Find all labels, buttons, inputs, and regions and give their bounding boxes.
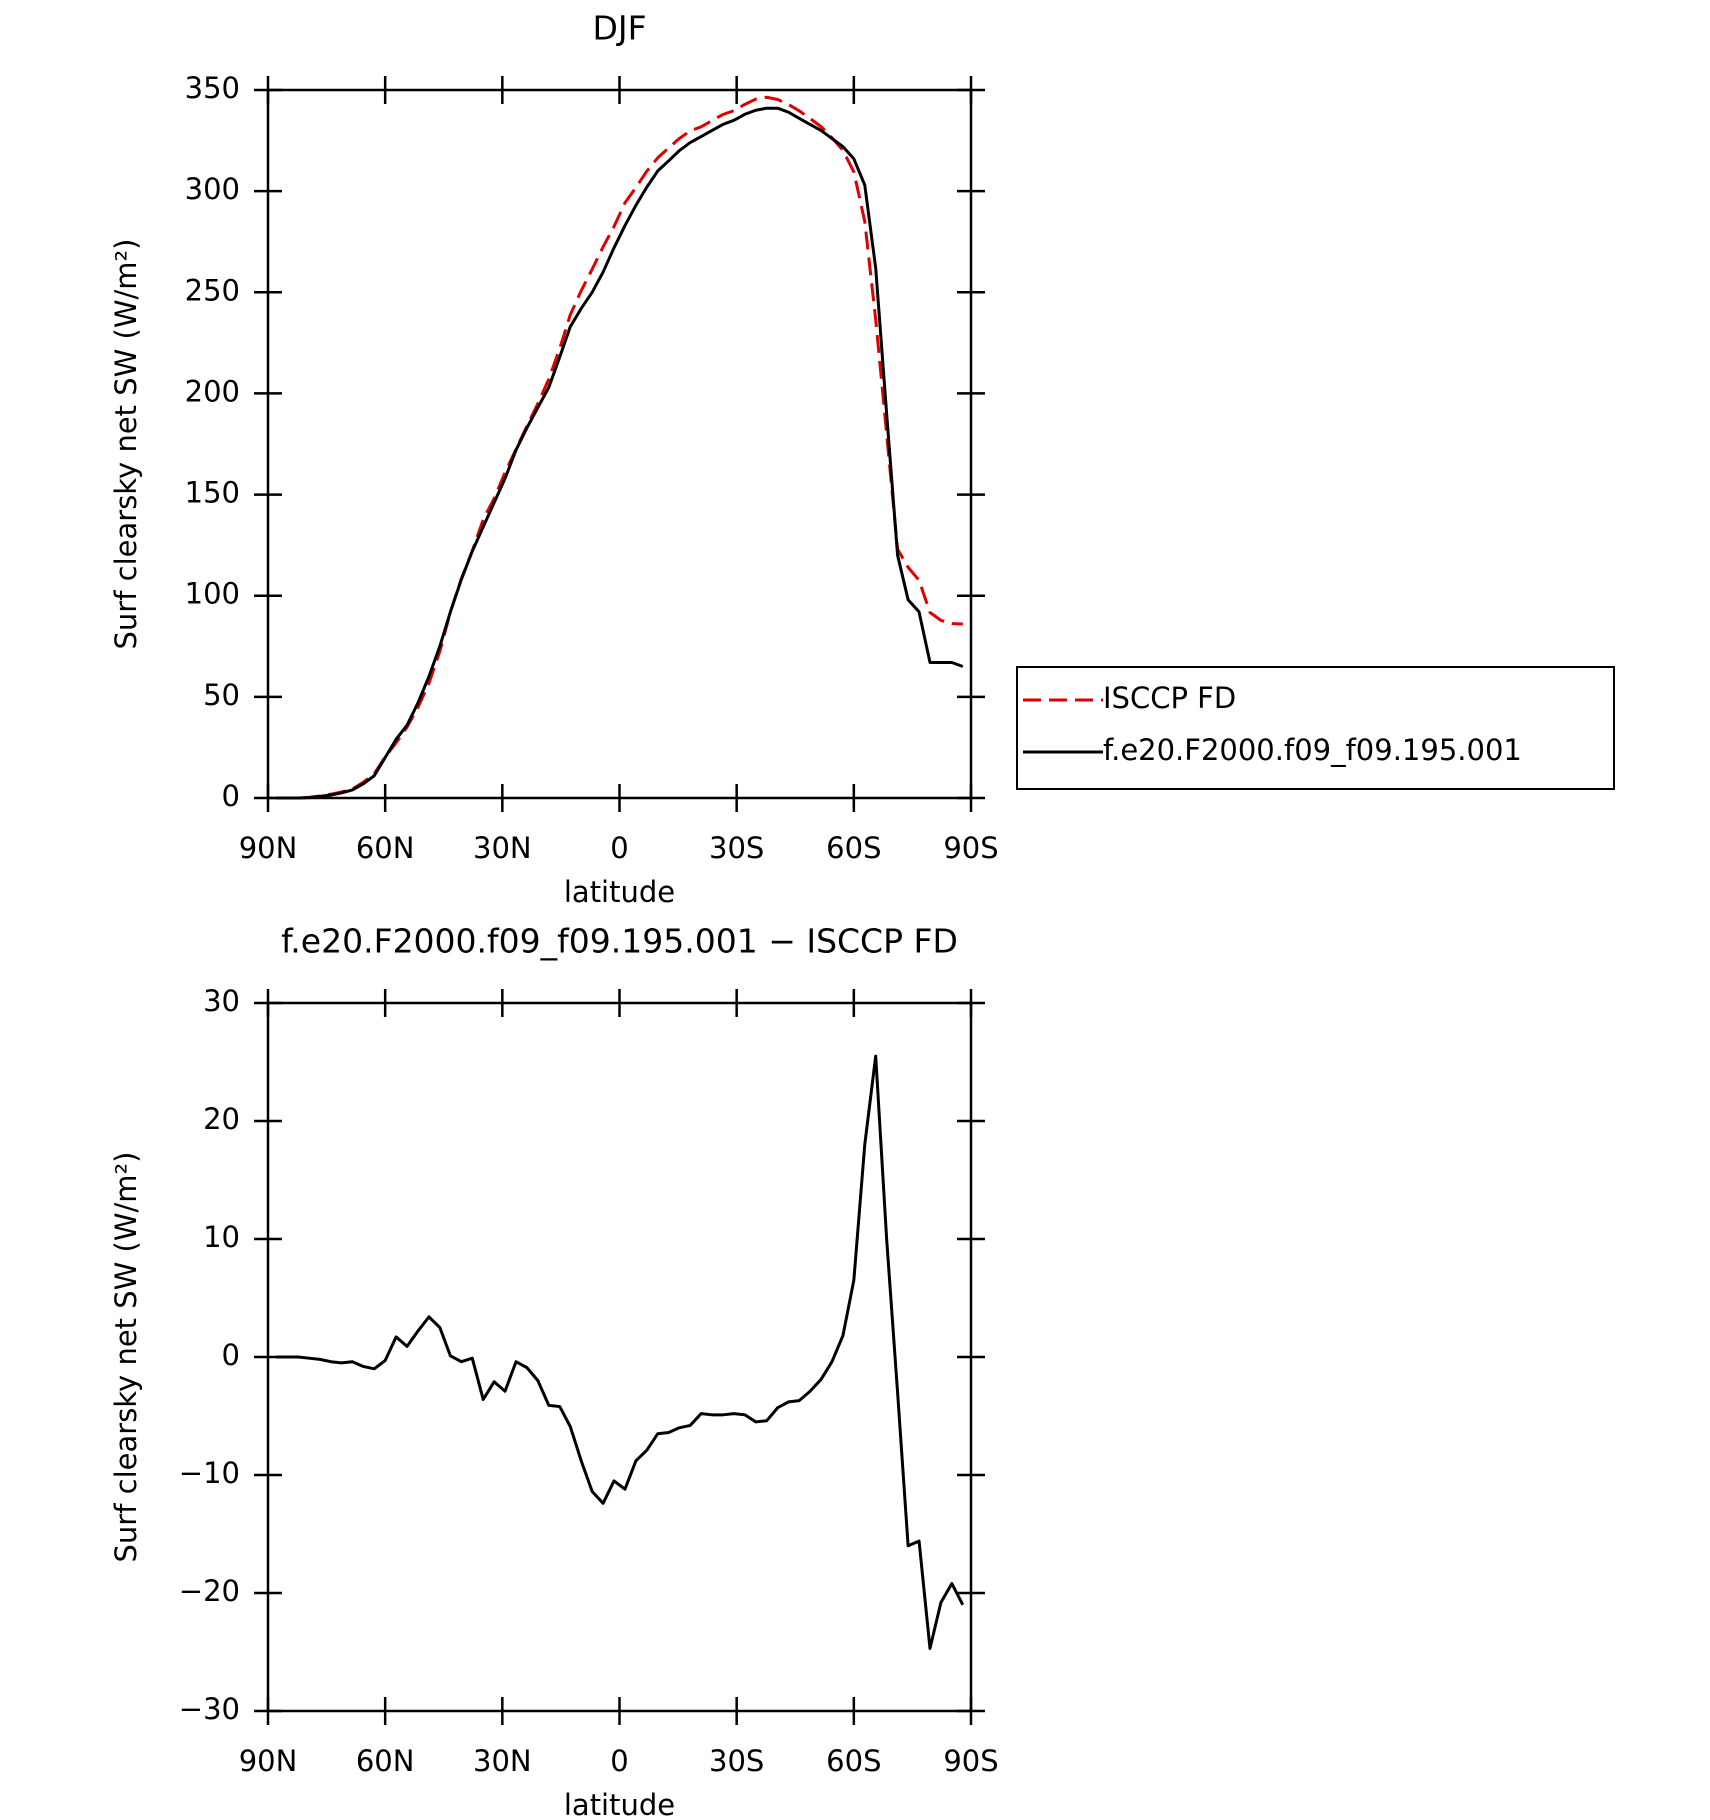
y-tick-label: 50 — [203, 678, 240, 712]
legend-label: ISCCP FD — [1103, 681, 1236, 715]
data-line — [276, 95, 963, 800]
x-tick-label: 0 — [610, 831, 628, 865]
y-tick-label: 10 — [203, 1220, 240, 1254]
x-tick-label: 90S — [943, 1744, 998, 1778]
x-tick-label: 60N — [356, 1744, 415, 1778]
data-line — [276, 106, 964, 800]
y-tick-label: 300 — [185, 172, 240, 206]
x-tick-label: 60S — [826, 1744, 881, 1778]
y-tick-label: −20 — [179, 1574, 240, 1608]
y-tick-label: 150 — [185, 476, 240, 510]
x-tick-label: 90N — [239, 1744, 298, 1778]
x-tick-label: 90S — [943, 831, 998, 865]
legend-box — [1016, 666, 1615, 790]
y-axis-label: Surf clearsky net SW (W/m²) — [109, 1152, 143, 1563]
x-tick-label: 60N — [356, 831, 415, 865]
x-tick-label: 30N — [473, 831, 532, 865]
data-line — [276, 1054, 965, 1650]
x-tick-label: 30S — [709, 1744, 764, 1778]
y-tick-label: 0 — [222, 779, 240, 813]
y-tick-label: 30 — [203, 984, 240, 1018]
y-tick-label: 350 — [185, 71, 240, 105]
legend-label: f.e20.F2000.f09_f09.195.001 — [1103, 733, 1522, 767]
chart-title: f.e20.F2000.f09_f09.195.001 − ISCCP FD — [281, 922, 958, 961]
x-axis-label: latitude — [564, 1788, 675, 1816]
y-tick-label: 200 — [185, 374, 240, 408]
x-tick-label: 90N — [239, 831, 298, 865]
y-tick-label: −30 — [179, 1692, 240, 1726]
plot-frame — [266, 88, 973, 800]
x-tick-label: 30S — [709, 831, 764, 865]
x-tick-label: 60S — [826, 831, 881, 865]
y-tick-label: 100 — [185, 577, 240, 611]
y-tick-label: 250 — [185, 273, 240, 307]
y-tick-label: −10 — [179, 1456, 240, 1490]
y-axis-label: Surf clearsky net SW (W/m²) — [109, 239, 143, 650]
x-axis-label: latitude — [564, 875, 675, 909]
x-tick-label: 30N — [473, 1744, 532, 1778]
y-tick-label: 20 — [203, 1102, 240, 1136]
plot-frame — [266, 1001, 973, 1713]
x-tick-label: 0 — [610, 1744, 628, 1778]
chart-title: DJF — [592, 9, 646, 48]
y-tick-label: 0 — [222, 1338, 240, 1372]
